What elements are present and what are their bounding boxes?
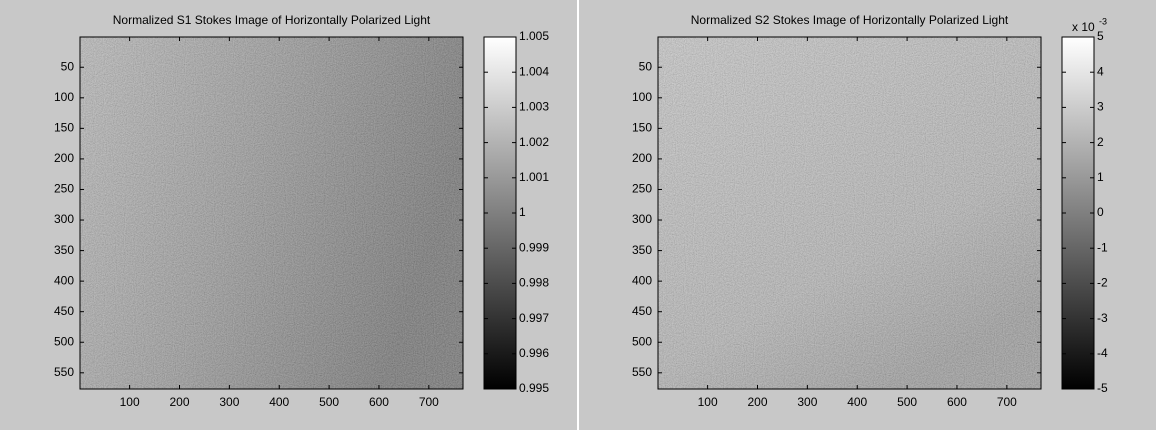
colorbar-tick-label: -4 [1097, 346, 1108, 360]
colorbar-tick-label: 0.999 [519, 240, 549, 254]
colorbar-tick-label: 1.003 [519, 100, 549, 114]
y-tick-label: 50 [61, 59, 75, 73]
colorbar-tick-label: -3 [1097, 311, 1108, 325]
colorbar-tick-label: 4 [1097, 64, 1104, 78]
x-tick-label: 300 [797, 395, 817, 409]
y-tick-label: 100 [54, 90, 74, 104]
colorbar-tick-label: 0.997 [519, 311, 549, 325]
y-tick-label: 350 [54, 243, 74, 257]
y-tick-label: 500 [54, 334, 74, 348]
colorbar-tick-label: 3 [1097, 100, 1104, 114]
colorbar-tick-label: 2 [1097, 135, 1104, 149]
colorbar [1061, 36, 1095, 390]
colorbar-tick-label: 1.002 [519, 135, 549, 149]
y-tick-label: 200 [54, 151, 74, 165]
colorbar-tick-label: 1.001 [519, 170, 549, 184]
x-tick-label: 100 [120, 395, 140, 409]
x-tick-label: 600 [369, 395, 389, 409]
x-tick-label: 600 [947, 395, 967, 409]
colorbar-tick-label: 1 [519, 205, 526, 219]
colorbar-scale-exponent: -3 [1099, 16, 1107, 26]
x-tick-label: 200 [747, 395, 767, 409]
x-tick-label: 200 [169, 395, 189, 409]
y-tick-label: 100 [632, 90, 652, 104]
y-tick-label: 150 [54, 121, 74, 135]
colorbar-tick-label: 1.005 [519, 29, 549, 43]
chart-title: Normalized S2 Stokes Image of Horizontal… [691, 13, 1009, 27]
axes-box [657, 36, 1042, 390]
y-tick-label: 300 [632, 212, 652, 226]
y-tick-label: 200 [632, 151, 652, 165]
colorbar-tick-label: -1 [1097, 240, 1108, 254]
y-tick-label: 550 [54, 365, 74, 379]
y-tick-label: 400 [632, 273, 652, 287]
x-tick-label: 400 [269, 395, 289, 409]
colorbar-tick-label: 0.998 [519, 276, 549, 290]
y-tick-label: 350 [632, 243, 652, 257]
y-tick-label: 300 [54, 212, 74, 226]
colorbar-scale-label: x 10 [1072, 20, 1095, 34]
colorbar-tick-label: 5 [1097, 29, 1104, 43]
colorbar-tick-label: 0.996 [519, 346, 549, 360]
colorbar-tick-label: 0 [1097, 205, 1104, 219]
image-noise [658, 37, 1041, 389]
x-tick-label: 400 [847, 395, 867, 409]
colorbar-tick-label: 1.004 [519, 64, 549, 78]
image-noise [80, 37, 463, 389]
colorbar [483, 36, 517, 390]
x-tick-label: 500 [897, 395, 917, 409]
y-tick-label: 250 [632, 182, 652, 196]
x-tick-label: 100 [698, 395, 718, 409]
colorbar-tick-label: -5 [1097, 381, 1108, 395]
y-tick-label: 400 [54, 273, 74, 287]
colorbar-tick-label: 0.995 [519, 381, 549, 395]
x-tick-label: 700 [997, 395, 1017, 409]
y-tick-label: 150 [632, 121, 652, 135]
y-tick-label: 450 [54, 304, 74, 318]
colorbar-tick-label: -2 [1097, 276, 1108, 290]
y-tick-label: 250 [54, 182, 74, 196]
x-tick-label: 300 [219, 395, 239, 409]
x-tick-label: 500 [319, 395, 339, 409]
y-tick-label: 450 [632, 304, 652, 318]
y-tick-label: 550 [632, 365, 652, 379]
axes-box [79, 36, 464, 390]
chart-title: Normalized S1 Stokes Image of Horizontal… [113, 13, 431, 27]
y-tick-label: 50 [639, 59, 653, 73]
x-tick-label: 700 [419, 395, 439, 409]
colorbar-tick-label: 1 [1097, 170, 1104, 184]
y-tick-label: 500 [632, 334, 652, 348]
